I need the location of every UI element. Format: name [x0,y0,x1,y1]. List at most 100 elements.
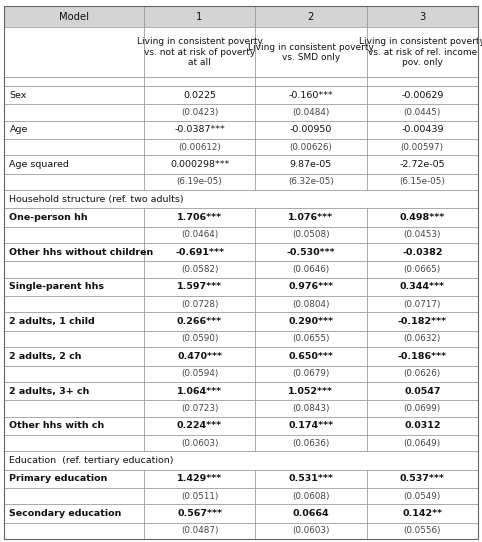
Text: 2 adults, 2 ch: 2 adults, 2 ch [10,352,82,361]
Bar [255,27,367,78]
Bar [4,365,144,382]
Bar [255,347,367,365]
Bar [255,278,367,296]
Bar [4,416,144,435]
Bar [255,120,367,139]
Text: 0.224***: 0.224*** [177,421,222,430]
Text: 0.142**: 0.142** [402,509,442,518]
Bar [4,469,144,488]
Bar [4,190,478,208]
Bar [367,522,478,539]
Bar [4,78,144,86]
Bar [367,278,478,296]
Bar [144,347,255,365]
Text: (0.0508): (0.0508) [292,230,330,240]
Bar [4,120,144,139]
Bar [367,296,478,312]
Bar [4,312,144,331]
Text: 2 adults, 1 child: 2 adults, 1 child [10,317,95,326]
Bar [144,120,255,139]
Text: (0.0665): (0.0665) [403,265,441,274]
Text: (6.15e-05): (6.15e-05) [400,177,445,186]
Text: 0.567***: 0.567*** [177,509,222,518]
Bar [144,504,255,522]
Bar [144,331,255,347]
Bar [255,504,367,522]
Bar [255,104,367,120]
Bar [255,382,367,400]
Bar [144,120,255,139]
Bar [144,365,255,382]
Bar [367,365,478,382]
Text: 0.498***: 0.498*** [400,213,445,222]
Bar [4,190,478,208]
Bar [255,139,367,155]
Bar [255,208,367,227]
Bar [4,331,144,347]
Bar [4,261,144,278]
Text: Other hhs without children: Other hhs without children [10,248,154,257]
Text: 0.344***: 0.344*** [400,282,445,292]
Text: (0.0636): (0.0636) [292,438,330,448]
Bar [144,208,255,227]
Bar [367,435,478,451]
Text: -0.182***: -0.182*** [398,317,447,326]
Bar [367,208,478,227]
Text: Living in consistent poverty
vs. at risk of rel. income
pov. only: Living in consistent poverty vs. at risk… [360,37,482,67]
Bar [144,435,255,451]
Text: (6.19e-05): (6.19e-05) [176,177,222,186]
Bar [144,331,255,347]
Text: Model: Model [59,11,89,22]
Bar [255,365,367,382]
Bar [367,504,478,522]
Bar [144,469,255,488]
Bar [255,504,367,522]
Bar [4,261,144,278]
Text: 0.650***: 0.650*** [289,352,334,361]
Bar [255,296,367,312]
Text: -0.530***: -0.530*** [287,248,335,257]
Bar [4,227,144,243]
Bar [367,435,478,451]
Text: (0.0594): (0.0594) [181,369,218,378]
Text: -0.00439: -0.00439 [401,125,443,134]
Text: (0.0603): (0.0603) [292,526,330,535]
Bar [255,227,367,243]
Bar [255,261,367,278]
Bar [144,522,255,539]
Bar [367,331,478,347]
Bar [144,522,255,539]
Text: -2.72e-05: -2.72e-05 [400,160,445,169]
Bar [255,435,367,451]
Bar [255,6,367,27]
Bar [4,208,144,227]
Bar [255,382,367,400]
Bar [144,227,255,243]
Bar [4,139,144,155]
Bar [255,416,367,435]
Bar [255,331,367,347]
Bar [144,27,255,78]
Bar [255,6,367,27]
Text: (0.0487): (0.0487) [181,526,218,535]
Bar [4,435,144,451]
Bar [144,173,255,190]
Bar [367,86,478,104]
Text: (0.0511): (0.0511) [181,492,218,501]
Bar [144,6,255,27]
Bar [367,155,478,173]
Text: (0.0556): (0.0556) [403,526,441,535]
Bar [4,296,144,312]
Bar [367,27,478,78]
Text: Sex: Sex [10,91,27,100]
Bar [144,208,255,227]
Bar [4,347,144,365]
Bar [144,312,255,331]
Bar [4,331,144,347]
Bar [4,120,144,139]
Bar [367,296,478,312]
Bar [255,86,367,104]
Bar [4,451,478,469]
Bar [144,6,255,27]
Bar [367,278,478,296]
